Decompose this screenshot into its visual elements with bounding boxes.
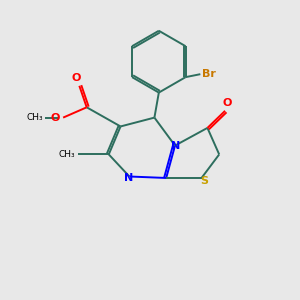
Text: Br: Br <box>202 69 216 79</box>
Text: S: S <box>200 176 208 186</box>
Text: N: N <box>171 141 180 151</box>
Text: O: O <box>51 112 60 123</box>
Text: O: O <box>223 98 232 109</box>
Text: CH₃: CH₃ <box>26 113 43 122</box>
Text: O: O <box>71 73 80 83</box>
Text: N: N <box>124 173 134 183</box>
Text: CH₃: CH₃ <box>59 150 76 159</box>
